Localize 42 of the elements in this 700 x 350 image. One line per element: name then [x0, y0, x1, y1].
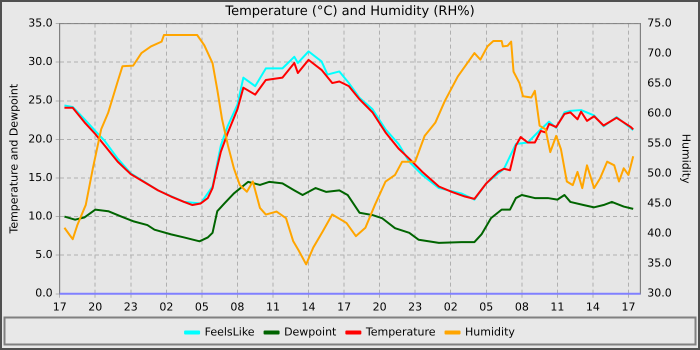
- y2-tick-label: 55.0: [647, 136, 672, 150]
- x-tick-label: 20: [88, 300, 102, 314]
- x-tick-label: 02: [159, 300, 174, 314]
- y2-tick-label: 35.0: [647, 256, 672, 270]
- x-tick-label: 17: [621, 300, 636, 314]
- x-tick-label: 05: [194, 300, 209, 314]
- y-tick-label: 5.0: [35, 248, 53, 262]
- y-tick-label: 0.0: [35, 286, 53, 300]
- y2-tick-label: 75.0: [647, 16, 672, 30]
- y2-axis-title: Humidity: [680, 134, 693, 184]
- x-tick-label: 11: [266, 300, 280, 314]
- y-tick-label: 25.0: [28, 94, 53, 107]
- x-tick-label: 08: [230, 300, 244, 314]
- x-tick-label: 23: [124, 300, 138, 314]
- x-tick-label: 11: [550, 300, 564, 314]
- y2-tick-label: 30.0: [647, 286, 672, 300]
- y2-tick-label: 60.0: [647, 106, 672, 120]
- y-tick-label: 15.0: [28, 170, 53, 184]
- legend-label: Dewpoint: [284, 325, 338, 338]
- y-tick-label: 30.0: [28, 55, 53, 68]
- x-tick-label: 05: [479, 300, 494, 314]
- y-tick-label: 10.0: [28, 209, 53, 222]
- y2-tick-label: 40.0: [647, 226, 672, 240]
- y-axis-title: Temperature and Dewpoint: [7, 83, 20, 235]
- legend-label: Humidity: [465, 325, 516, 338]
- y2-tick-label: 45.0: [647, 196, 672, 210]
- chart-title: Temperature (°C) and Humidity (RH%): [224, 4, 475, 20]
- x-tick-label: 14: [586, 300, 600, 314]
- legend-label: Temperature: [364, 325, 436, 338]
- x-tick-label: 17: [337, 300, 352, 314]
- legend-label: FeelsLike: [204, 325, 255, 338]
- x-tick-label: 02: [444, 300, 458, 314]
- y2-tick-label: 50.0: [647, 166, 672, 180]
- y2-tick-label: 70.0: [647, 46, 672, 60]
- y-tick-label: 35.0: [28, 16, 53, 30]
- x-tick-label: 20: [372, 300, 387, 314]
- x-tick-label: 14: [302, 300, 316, 314]
- y2-tick-label: 65.0: [647, 76, 672, 90]
- y-tick-label: 20.0: [28, 132, 53, 146]
- x-tick-label: 08: [514, 300, 529, 314]
- x-tick-label: 23: [408, 300, 422, 314]
- x-tick-label: 17: [52, 300, 67, 314]
